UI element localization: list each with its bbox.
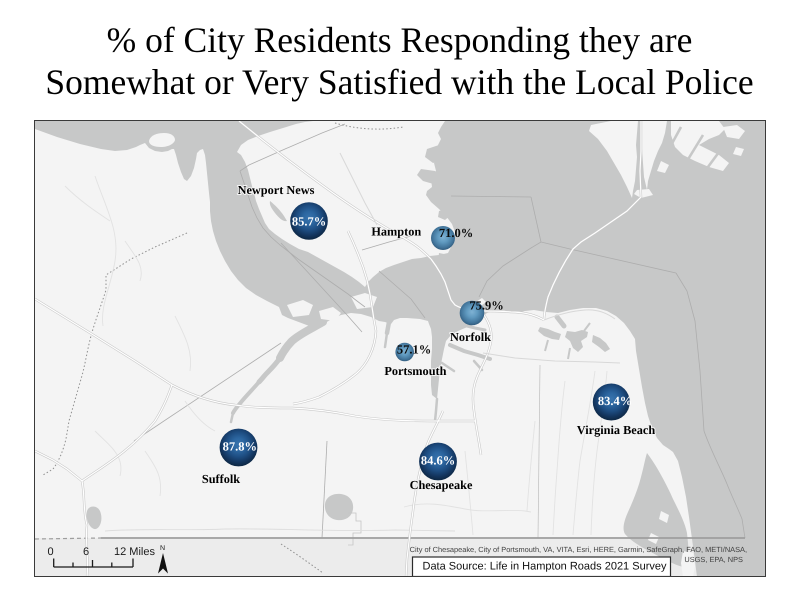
svg-text:Newport News: Newport News: [237, 183, 314, 197]
svg-text:Virginia Beach: Virginia Beach: [576, 423, 655, 437]
svg-text:0: 0: [47, 546, 53, 558]
svg-text:Norfolk: Norfolk: [450, 330, 491, 344]
svg-text:N: N: [159, 545, 164, 552]
svg-text:75.9%: 75.9%: [469, 298, 503, 312]
svg-text:City of Chesapeake, City of Po: City of Chesapeake, City of Portsmouth, …: [409, 545, 746, 554]
svg-text:83.4%: 83.4%: [597, 393, 631, 407]
svg-text:Portsmouth: Portsmouth: [384, 364, 446, 378]
svg-text:Suffolk: Suffolk: [201, 472, 239, 486]
svg-text:6: 6: [82, 546, 88, 558]
svg-text:Data Source: Life in Hampton R: Data Source: Life in Hampton Roads 2021 …: [422, 560, 666, 572]
svg-text:57.1%: 57.1%: [396, 342, 430, 356]
svg-text:USGS, EPA, NPS: USGS, EPA, NPS: [684, 555, 743, 564]
svg-text:85.7%: 85.7%: [291, 214, 325, 228]
svg-text:87.8%: 87.8%: [222, 439, 256, 453]
svg-text:Chesapeake: Chesapeake: [409, 478, 472, 492]
svg-text:Hampton: Hampton: [371, 224, 421, 238]
svg-text:71.0%: 71.0%: [438, 226, 472, 240]
svg-text:12 Miles: 12 Miles: [114, 546, 155, 558]
svg-text:84.6%: 84.6%: [420, 453, 454, 467]
